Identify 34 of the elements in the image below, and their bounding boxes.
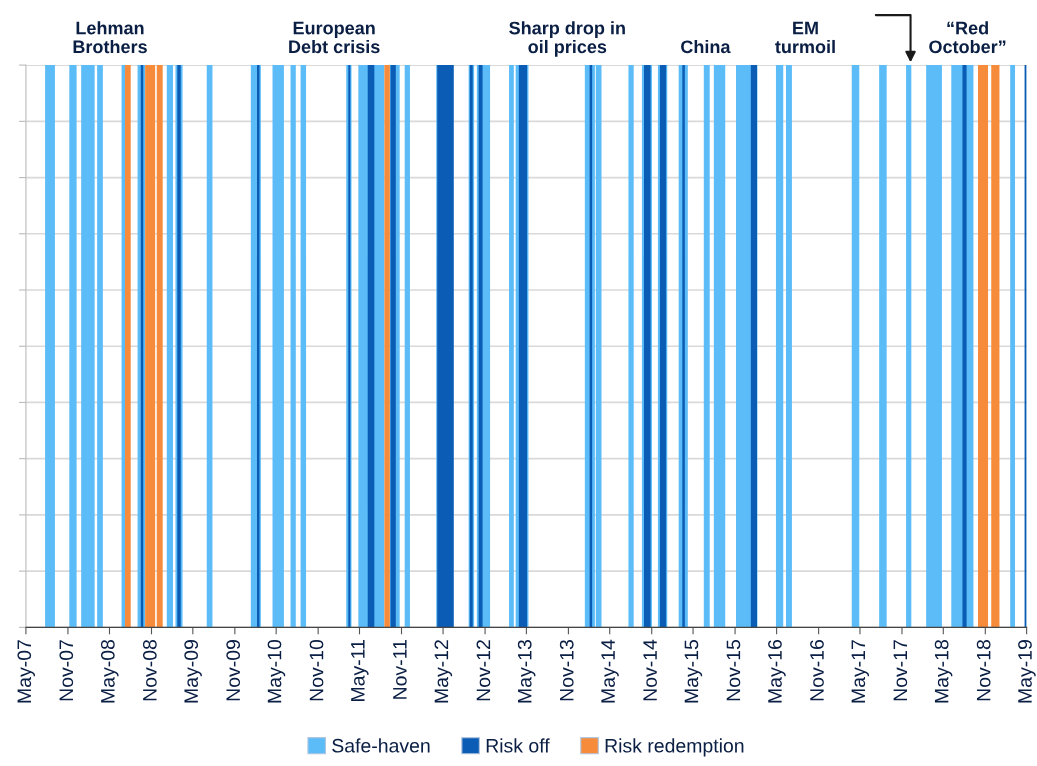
x-tick-label: Nov-14	[643, 639, 657, 701]
x-tick-label: May-18	[934, 640, 953, 703]
x-tick-label: May-11	[351, 640, 369, 701]
x-tick-label: Nov-08	[142, 640, 157, 701]
x-tick-label: May-12	[434, 640, 453, 703]
text: “Red October”	[929, 21, 1006, 54]
x-tick-label: Nov-18	[976, 640, 991, 701]
x-tick-label: Nov-07	[59, 640, 74, 701]
x-tick-label: May-19	[1018, 640, 1036, 703]
x-tick-label: Nov-12	[476, 640, 491, 701]
x-tick-label: May-10	[267, 639, 286, 703]
x-tick-label: May-08	[100, 640, 119, 703]
text: China	[681, 39, 731, 54]
x-tick-label: Nov-10	[309, 639, 324, 701]
x-tick-label: May-09	[184, 640, 202, 703]
text: EM turmoil	[775, 21, 835, 54]
x-tick-label: Nov-16	[810, 640, 824, 701]
x-tick-label: May-13	[517, 640, 536, 703]
legend-label: Risk off	[486, 738, 550, 753]
text: Lehman Brothers	[73, 21, 147, 54]
x-tick-label: Nov-13	[559, 640, 574, 701]
x-tick-label: May-17	[851, 640, 870, 703]
x-tick-label: Nov-11	[393, 640, 407, 699]
legend-label: Safe-haven	[332, 738, 430, 753]
x-tick-label: Nov-17	[893, 640, 908, 701]
x-tick-label: May-16	[768, 640, 786, 703]
x-tick-label: Nov-09	[226, 640, 241, 701]
x-tick-label: May-07	[17, 640, 35, 703]
x-tick-label: May-14	[601, 639, 619, 703]
text: Sharp drop in oil prices	[509, 21, 625, 57]
x-tick-label: May-15	[684, 639, 703, 703]
x-tick-label: Nov-15	[726, 639, 741, 701]
text: European Debt crisis	[289, 21, 380, 54]
legend-label: Risk redemption	[605, 738, 744, 757]
